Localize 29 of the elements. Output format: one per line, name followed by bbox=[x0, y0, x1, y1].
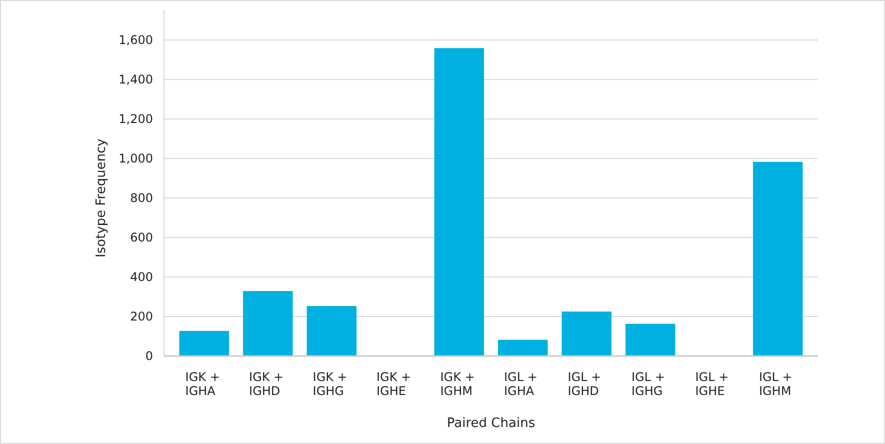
y-tick-label: 0 bbox=[145, 349, 153, 364]
y-tick-label: 1,000 bbox=[118, 152, 153, 166]
y-tick-label: 600 bbox=[130, 230, 153, 245]
bar bbox=[752, 162, 803, 356]
x-tick-label: IGK + IGHA bbox=[185, 370, 220, 398]
y-tick-label: 200 bbox=[130, 310, 153, 324]
bar bbox=[625, 324, 676, 356]
x-tick-label: IGK + IGHG bbox=[312, 370, 348, 398]
y-tick-label: 400 bbox=[130, 270, 153, 284]
x-tick-label: IGL + IGHA bbox=[504, 370, 538, 398]
y-axis-title: Isotype Frequency bbox=[94, 138, 109, 258]
x-tick-label: IGK + IGHE bbox=[376, 370, 412, 398]
bar bbox=[562, 312, 612, 356]
y-tick-label: 800 bbox=[130, 191, 153, 206]
bar bbox=[498, 340, 548, 356]
bar bbox=[179, 330, 230, 356]
x-tick-label: IGK + IGHD bbox=[249, 370, 284, 398]
y-tick-label: 1,600 bbox=[118, 33, 153, 48]
bar bbox=[434, 48, 484, 356]
x-tick-label: IGL + IGHM bbox=[758, 370, 792, 398]
y-tick-label: 1,400 bbox=[118, 72, 153, 87]
x-tick-label: IGL + IGHE bbox=[695, 370, 729, 398]
bar bbox=[243, 291, 293, 356]
bar bbox=[306, 306, 357, 356]
x-tick-label: IGL + IGHG bbox=[631, 370, 665, 398]
x-tick-label: IGL + IGHD bbox=[568, 370, 602, 398]
x-tick-label: IGK + IGHM bbox=[440, 370, 475, 398]
y-tick-label: 1,200 bbox=[118, 112, 153, 126]
x-axis-title: Paired Chains bbox=[446, 416, 536, 431]
